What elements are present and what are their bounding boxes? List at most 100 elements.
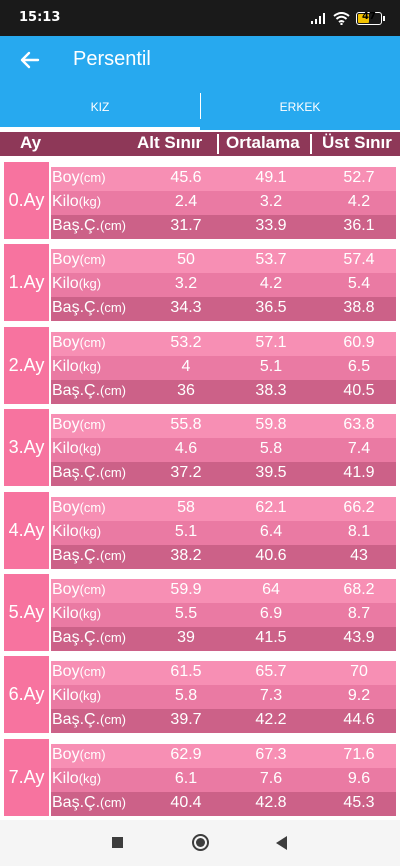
month-label: 0.Ay <box>4 162 49 239</box>
value-avg: 65.7 <box>255 663 287 680</box>
tab-erkek[interactable]: ERKEK <box>279 100 321 114</box>
tab-kiz[interactable]: KIZ <box>0 84 200 130</box>
measure-label: Kilo(kg) <box>52 523 101 541</box>
value-avg: 40.6 <box>255 547 287 564</box>
measure-label: Boy(cm) <box>52 663 106 681</box>
measure-row: Baş.Ç.(cm) 36 38.3 40.5 <box>51 380 396 404</box>
month-block: 6.Ay Boy(cm) 61.5 65.7 70 Kilo(kg) 5.8 7.3 9.2 Ba… <box>4 656 396 733</box>
value-high: 8.1 <box>347 523 371 540</box>
battery-level: 47 <box>362 10 376 22</box>
value-low: 34.3 <box>170 299 202 316</box>
signal-icon <box>311 13 325 24</box>
month-block: 7.Ay Boy(cm) 62.9 67.3 71.6 Kilo(kg) 6.1 7.6 9.6… <box>4 739 396 816</box>
back-arrow-icon[interactable] <box>16 46 44 74</box>
measure-label: Baş.Ç.(cm) <box>52 711 126 729</box>
measure-unit: (cm) <box>100 465 127 480</box>
measure-row: Kilo(kg) 5.8 7.3 9.2 <box>51 685 396 709</box>
measure-row: Baş.Ç.(cm) 39.7 42.2 44.6 <box>51 709 396 733</box>
value-high: 36.1 <box>343 217 375 234</box>
measure-unit: (cm) <box>100 630 127 645</box>
value-avg: 7.6 <box>259 770 283 787</box>
measure-unit: (cm) <box>79 747 106 762</box>
measure-label: Baş.Ç.(cm) <box>52 299 126 317</box>
value-low: 55.8 <box>170 416 202 433</box>
status-time: 15:13 <box>19 10 61 25</box>
value-avg: 42.2 <box>255 711 287 728</box>
value-high: 44.6 <box>343 711 375 728</box>
measure-label: Boy(cm) <box>52 499 106 517</box>
page-title: Persentil <box>73 48 151 70</box>
value-high: 41.9 <box>343 464 375 481</box>
back-nav-icon[interactable] <box>276 836 287 850</box>
value-low: 5.8 <box>174 687 198 704</box>
measure-unit: (cm) <box>79 664 106 679</box>
value-high: 5.4 <box>347 275 371 292</box>
measure-label: Baş.Ç.(cm) <box>52 547 126 565</box>
value-high: 63.8 <box>343 416 375 433</box>
value-avg: 33.9 <box>255 217 287 234</box>
recents-icon[interactable] <box>112 837 123 848</box>
measure-unit: (kg) <box>78 688 102 703</box>
value-high: 9.2 <box>347 687 371 704</box>
measure-row: Kilo(kg) 2.4 3.2 4.2 <box>51 191 396 215</box>
value-high: 9.6 <box>347 770 371 787</box>
value-high: 43 <box>350 547 368 564</box>
month-label: 1.Ay <box>4 244 49 321</box>
measure-row: Baş.Ç.(cm) 34.3 36.5 38.8 <box>51 297 396 321</box>
measure-row: Kilo(kg) 4.6 5.8 7.4 <box>51 438 396 462</box>
measure-name: Baş.Ç. <box>52 382 101 399</box>
month-label: 7.Ay <box>4 739 49 816</box>
value-avg: 36.5 <box>255 299 287 316</box>
measure-row: Baş.Ç.(cm) 31.7 33.9 36.1 <box>51 215 396 239</box>
home-icon[interactable] <box>192 834 209 851</box>
value-avg: 49.1 <box>255 169 287 186</box>
value-avg: 5.8 <box>259 440 283 457</box>
measure-unit: (cm) <box>79 582 106 597</box>
month-block: 5.Ay Boy(cm) 59.9 64 68.2 Kilo(kg) 5.5 6.9 8.7 Ba… <box>4 574 396 651</box>
measure-name: Kilo <box>52 687 79 704</box>
system-nav-bar <box>0 820 400 866</box>
measure-label: Baş.Ç.(cm) <box>52 794 126 812</box>
measure-label: Kilo(kg) <box>52 193 101 211</box>
value-low: 4 <box>181 358 191 375</box>
measure-label: Boy(cm) <box>52 251 106 269</box>
measure-unit: (kg) <box>78 359 102 374</box>
measure-label: Kilo(kg) <box>52 358 101 376</box>
value-low: 39 <box>177 629 195 646</box>
value-avg: 5.1 <box>259 358 283 375</box>
measure-row: Baş.Ç.(cm) 38.2 40.6 43 <box>51 545 396 569</box>
value-low: 45.6 <box>170 169 202 186</box>
measure-unit: (cm) <box>100 548 127 563</box>
value-high: 6.5 <box>347 358 371 375</box>
measure-name: Kilo <box>52 358 79 375</box>
measure-unit: (kg) <box>78 606 102 621</box>
measure-row: Boy(cm) 59.9 64 68.2 <box>51 579 396 603</box>
month-label: 2.Ay <box>4 327 49 404</box>
measure-label: Baş.Ç.(cm) <box>52 382 126 400</box>
status-icons: 47 <box>311 9 385 27</box>
value-low: 61.5 <box>170 663 202 680</box>
value-high: 45.3 <box>343 794 375 811</box>
measure-row: Baş.Ç.(cm) 37.2 39.5 41.9 <box>51 462 396 486</box>
measure-name: Boy <box>52 169 80 186</box>
value-avg: 53.7 <box>255 251 287 268</box>
value-avg: 67.3 <box>255 746 287 763</box>
measure-label: Boy(cm) <box>52 334 106 352</box>
value-high: 8.7 <box>347 605 371 622</box>
month-label: 6.Ay <box>4 656 49 733</box>
month-block: 2.Ay Boy(cm) 53.2 57.1 60.9 Kilo(kg) 4 5.1 6.5 Ba… <box>4 327 396 404</box>
header-low: Alt Sınır <box>137 133 203 152</box>
value-avg: 39.5 <box>255 464 287 481</box>
measure-unit: (cm) <box>100 300 127 315</box>
measure-unit: (cm) <box>100 712 127 727</box>
measure-row: Boy(cm) 55.8 59.8 63.8 <box>51 414 396 438</box>
value-low: 38.2 <box>170 547 202 564</box>
measure-label: Kilo(kg) <box>52 770 101 788</box>
value-low: 4.6 <box>174 440 198 457</box>
value-avg: 64 <box>262 581 280 598</box>
value-low: 40.4 <box>170 794 202 811</box>
measure-name: Baş.Ç. <box>52 547 101 564</box>
value-avg: 41.5 <box>255 629 287 646</box>
measure-unit: (cm) <box>79 417 106 432</box>
measure-unit: (kg) <box>78 441 102 456</box>
